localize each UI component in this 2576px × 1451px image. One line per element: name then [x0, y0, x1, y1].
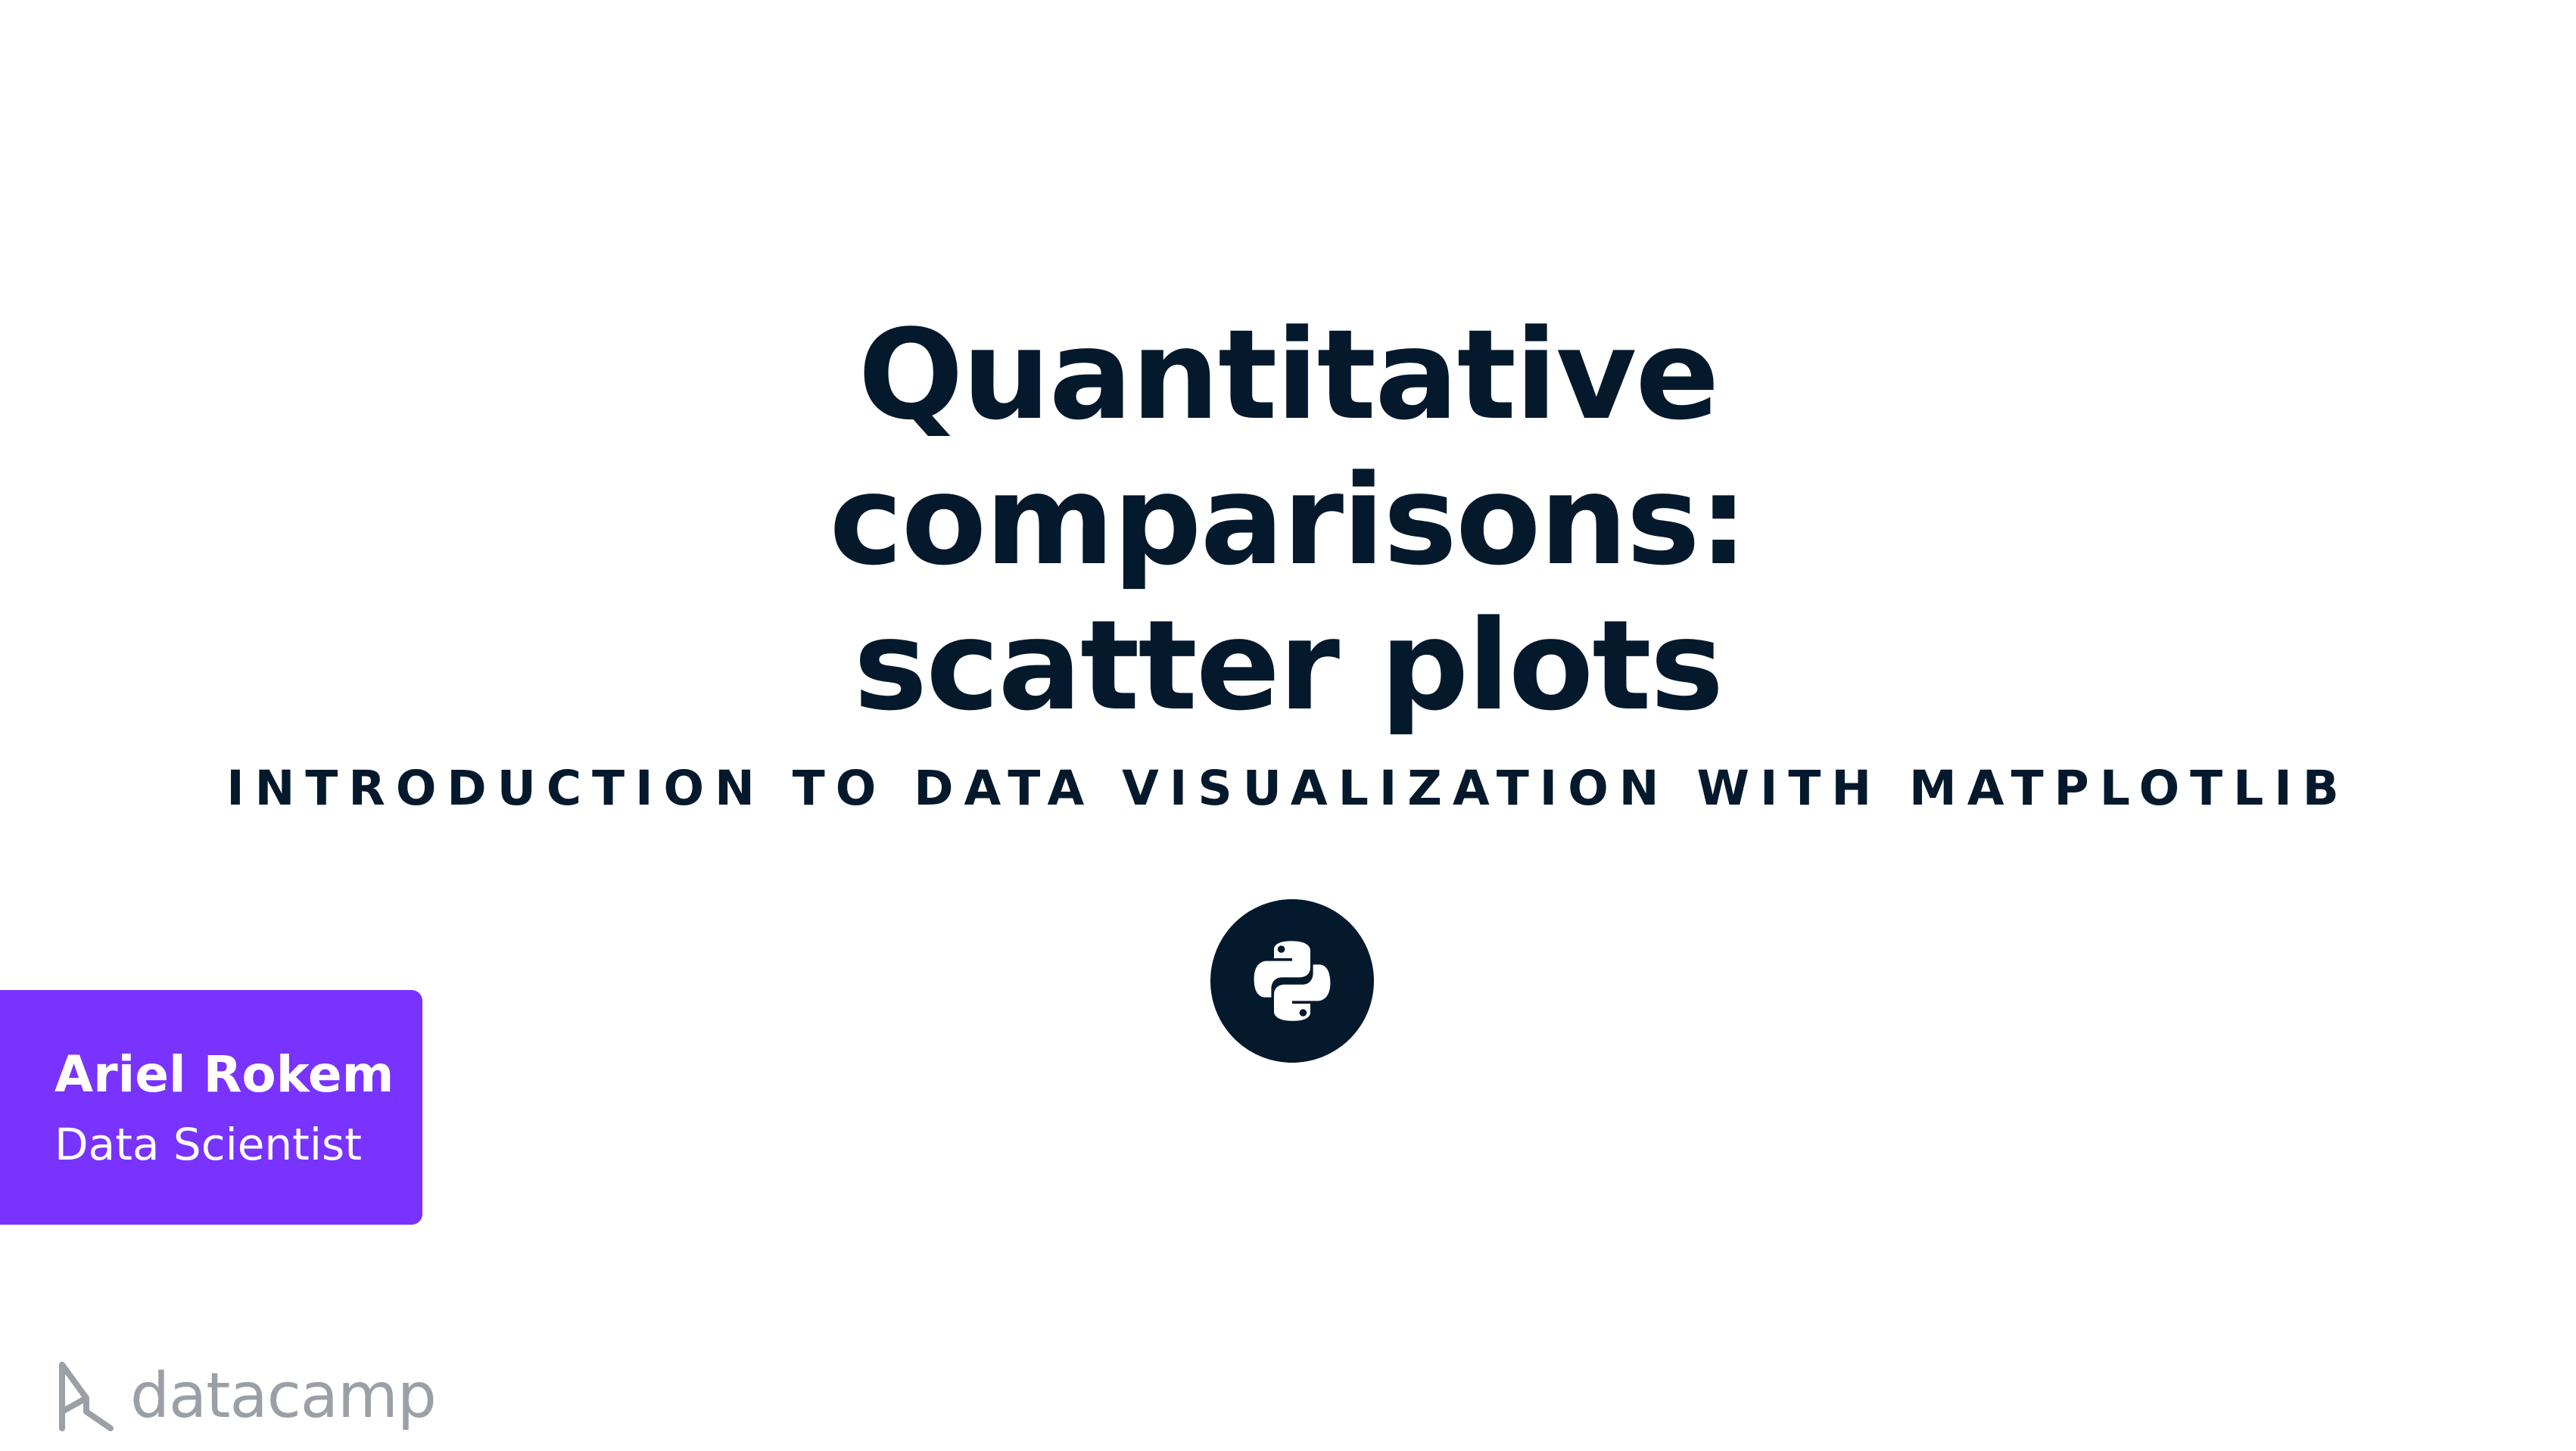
datacamp-wordmark: datacamp [130, 1360, 437, 1432]
author-card: Ariel Rokem Data Scientist [0, 990, 422, 1225]
slide-title-line-2: comparisons: [829, 448, 1748, 593]
author-role: Data Scientist [55, 1119, 362, 1170]
course-subtitle: INTRODUCTION TO DATA VISUALIZATION WITH … [226, 761, 2350, 816]
datacamp-logo-icon [55, 1359, 117, 1434]
python-logo-svg [1254, 941, 1331, 1021]
datacamp-logo-svg [59, 1362, 114, 1431]
datacamp-brand: datacamp [55, 1355, 437, 1438]
slide-title: Quantitative comparisons: scatter plots [0, 303, 2576, 739]
python-logo-icon [1210, 899, 1374, 1063]
author-name: Ariel Rokem [55, 1045, 394, 1104]
slide-title-line-1: Quantitative [858, 303, 1719, 447]
slide-title-line-3: scatter plots [853, 593, 1724, 738]
